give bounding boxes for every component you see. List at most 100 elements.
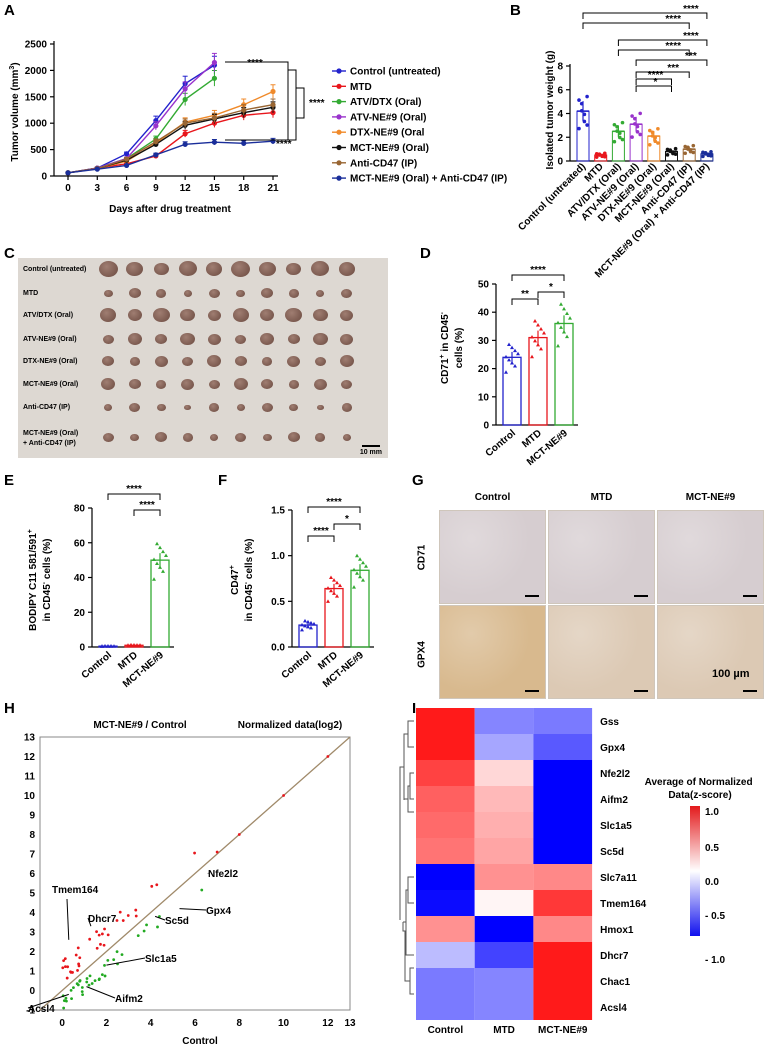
tumor-sample bbox=[289, 403, 298, 412]
tumor-sample bbox=[231, 260, 250, 277]
scatter-point-h bbox=[62, 959, 66, 963]
point-label-h: Gpx4 bbox=[206, 906, 231, 917]
tick-label-h-y: 6 bbox=[29, 869, 35, 880]
tick-label-h-y: 4 bbox=[29, 908, 35, 919]
tick-label-a-x: 21 bbox=[267, 183, 279, 194]
tumor-sample bbox=[182, 356, 193, 366]
dot bbox=[306, 624, 310, 629]
dot-b bbox=[615, 129, 619, 133]
tumor-sample bbox=[155, 334, 167, 345]
dot-b bbox=[686, 147, 690, 151]
scatter-point-h bbox=[88, 937, 92, 941]
plot-frame-h bbox=[39, 736, 351, 1011]
panel-label-h: H bbox=[4, 700, 15, 717]
heatmap-cell bbox=[533, 942, 593, 968]
heatmap-cell bbox=[416, 968, 475, 994]
dot bbox=[332, 591, 336, 595]
dot-b bbox=[668, 149, 672, 154]
dot bbox=[364, 564, 368, 568]
tumor-sample bbox=[209, 403, 219, 412]
tumor-sample bbox=[207, 355, 221, 367]
sig-a-1: **** bbox=[247, 58, 263, 69]
dot bbox=[164, 553, 168, 558]
scatter-point-h bbox=[76, 946, 80, 950]
tumor-sample bbox=[342, 434, 351, 441]
tick-label-y: 0.5 bbox=[271, 597, 285, 608]
dot-b bbox=[709, 154, 713, 158]
sig-label: **** bbox=[530, 265, 546, 276]
panel-label-a: A bbox=[4, 2, 15, 19]
chart-a-tumor-volume: Tumor volume (mm3) Days after drug treat… bbox=[9, 40, 507, 216]
leader-line-h bbox=[87, 917, 92, 927]
dot bbox=[112, 644, 116, 648]
tumor-sample bbox=[207, 333, 221, 345]
tumor-sample bbox=[127, 309, 142, 321]
legend-label-a: MCT-NE#9 (Oral) + Anti-CD47 (IP) bbox=[350, 174, 507, 185]
scatter-point-h bbox=[64, 965, 67, 969]
chart-e-ylabel-2: in CD45- cells (%) bbox=[41, 539, 53, 622]
colorbar-tick-label: 0.0 bbox=[705, 877, 719, 888]
panel-label-c: C bbox=[4, 245, 15, 262]
scatter-point-h bbox=[155, 883, 159, 887]
ihc-scale-bar bbox=[743, 690, 757, 692]
scatter-point-h bbox=[134, 914, 138, 918]
sig-bracket-b bbox=[635, 59, 708, 66]
legend-marker-a bbox=[336, 175, 342, 181]
tumor-sample bbox=[152, 307, 170, 322]
dot-b bbox=[633, 122, 637, 126]
ihc-tile bbox=[439, 605, 546, 699]
dot-b bbox=[650, 130, 655, 135]
scatter-point-h bbox=[282, 794, 285, 797]
dot bbox=[132, 643, 136, 647]
dot bbox=[155, 541, 159, 546]
sig-b: *** bbox=[685, 51, 697, 62]
data-point-a bbox=[270, 102, 276, 108]
tick-label-x: Control bbox=[280, 650, 314, 681]
heatmap-row-label: Sc5d bbox=[600, 847, 624, 858]
dot bbox=[300, 622, 304, 627]
scatter-point-h bbox=[106, 933, 110, 937]
data-point-a bbox=[123, 156, 130, 162]
tumor-sample bbox=[153, 262, 169, 276]
chart-f-cd47: CD47+ in CD45- cells (%) 0.0 0.5 1.0 1.5 Con… bbox=[229, 497, 374, 690]
dendrogram-i bbox=[399, 720, 414, 995]
tick-label-y: 20 bbox=[74, 608, 86, 619]
legend-label-a: Control (untreated) bbox=[350, 67, 441, 78]
dot bbox=[556, 343, 560, 348]
scatter-point-h bbox=[326, 755, 330, 758]
tick-label-h-y: 10 bbox=[24, 791, 36, 802]
dot bbox=[300, 627, 304, 632]
dot-b bbox=[582, 119, 587, 124]
sig-bracket-b bbox=[635, 78, 672, 85]
heatmap-cell bbox=[416, 864, 475, 890]
dot bbox=[303, 623, 307, 628]
tumor-sample bbox=[288, 380, 299, 389]
dot-b bbox=[683, 151, 687, 156]
colorbar-tick-label: - 0.5 bbox=[705, 911, 725, 922]
leader-line-h bbox=[66, 898, 70, 940]
scatter-point-h bbox=[121, 919, 125, 922]
tumor-sample bbox=[184, 404, 191, 411]
dot bbox=[530, 354, 534, 359]
dot bbox=[504, 354, 508, 359]
tick-label-h-x: 12 bbox=[322, 1018, 334, 1029]
scatter-point-h bbox=[103, 963, 106, 967]
dot bbox=[158, 545, 162, 550]
tick-label-y: 20 bbox=[478, 364, 490, 375]
sig-bracket bbox=[511, 274, 565, 281]
dot bbox=[309, 620, 313, 625]
tumor-row-label: Anti-CD47 (IP) bbox=[23, 404, 71, 411]
tumor-sample bbox=[261, 379, 273, 390]
colorbar-tick-label: 0.5 bbox=[705, 843, 719, 854]
tumor-sample bbox=[156, 380, 166, 389]
dot-b bbox=[671, 151, 675, 156]
tick-label-y: 10 bbox=[478, 392, 490, 403]
ihc-scale-bar bbox=[743, 595, 757, 597]
scatter-point-h bbox=[63, 957, 67, 961]
sig-b: *** bbox=[667, 63, 679, 74]
chart-a-legend: Control (untreated) MTD ATV/DTX (Oral) ATV-… bbox=[332, 67, 507, 185]
dot bbox=[530, 334, 534, 339]
tick-label-a-x: 0 bbox=[65, 183, 71, 194]
sig-bracket bbox=[537, 291, 565, 298]
legend-label-a: Anti-CD47 (IP) bbox=[350, 158, 417, 169]
